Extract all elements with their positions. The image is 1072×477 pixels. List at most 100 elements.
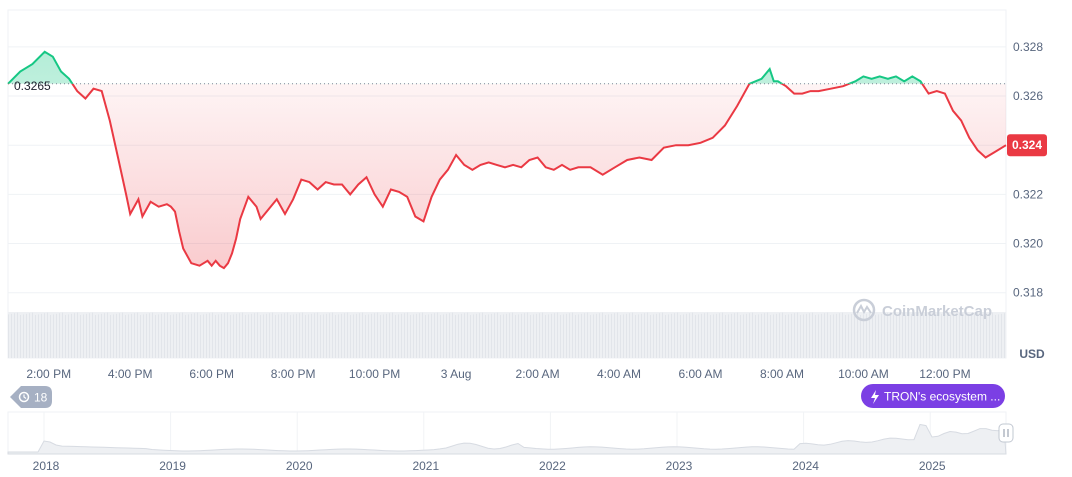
x-tick-label: 2:00 AM	[516, 367, 560, 381]
volume-bar	[734, 313, 735, 358]
volume-bar	[896, 313, 897, 358]
volume-bar	[488, 314, 489, 358]
volume-bar	[917, 312, 918, 358]
volume-bar	[167, 312, 168, 358]
volume-bar	[992, 312, 993, 358]
volume-bar	[77, 312, 78, 358]
volume-bar	[542, 312, 543, 358]
volume-bar	[740, 315, 741, 358]
volume-bar	[308, 314, 309, 358]
volume-bar	[935, 315, 936, 358]
volume-bar	[41, 313, 42, 358]
volume-bar	[302, 312, 303, 358]
volume-bar	[329, 313, 330, 358]
volume-bar	[404, 313, 405, 358]
volume-bar	[539, 313, 540, 358]
volume-bar	[83, 314, 84, 358]
history-badge[interactable]: 18	[10, 386, 52, 408]
volume-bar	[626, 313, 627, 358]
volume-bar	[59, 313, 60, 358]
volume-bar	[665, 315, 666, 358]
volume-bar	[248, 314, 249, 358]
volume-bar	[296, 313, 297, 358]
volume-bar	[17, 312, 18, 358]
volume-bar	[782, 312, 783, 358]
volume-bar	[971, 313, 972, 358]
event-pill-label: TRON's ecosystem ...	[884, 390, 1000, 404]
volume-bar	[533, 314, 534, 358]
volume-bar	[497, 312, 498, 358]
volume-bar	[557, 312, 558, 358]
volume-bar	[938, 314, 939, 358]
volume-bar	[476, 313, 477, 358]
volume-bar	[818, 314, 819, 358]
volume-bar	[695, 315, 696, 358]
volume-bar	[947, 312, 948, 358]
volume-bar	[95, 315, 96, 358]
volume-bar	[659, 313, 660, 358]
volume-bar	[200, 315, 201, 358]
current-price-value: 0.324	[1012, 138, 1042, 152]
volume-bar	[962, 312, 963, 358]
navigator-handle[interactable]	[998, 423, 1014, 443]
event-pill[interactable]: TRON's ecosystem ...	[861, 384, 1005, 408]
navigator-year-label: 2018	[33, 459, 60, 473]
volume-bar	[878, 314, 879, 358]
volume-bar	[263, 314, 264, 358]
volume-bar	[1004, 313, 1005, 358]
y-tick-label: 0.322	[1013, 187, 1043, 201]
reference-price-label: 0.3265	[14, 79, 51, 93]
y-tick-label: 0.320	[1013, 237, 1043, 251]
volume-bar	[101, 313, 102, 358]
volume-bar	[152, 312, 153, 358]
volume-bar	[614, 313, 615, 358]
volume-bar	[350, 315, 351, 358]
volume-bar	[161, 313, 162, 358]
volume-bar	[71, 313, 72, 358]
volume-bar	[197, 312, 198, 358]
volume-bar	[266, 313, 267, 358]
volume-bar	[965, 315, 966, 358]
history-icon	[18, 391, 30, 403]
volume-bar	[617, 312, 618, 358]
navigator-year-label: 2023	[666, 459, 693, 473]
current-price-badge: 0.324	[1007, 134, 1047, 157]
volume-bar	[461, 313, 462, 358]
volume-bar	[467, 312, 468, 358]
x-tick-label: 2:00 PM	[26, 367, 71, 381]
volume-bar	[716, 313, 717, 358]
volume-bar	[449, 313, 450, 358]
range-navigator[interactable]: 2018 2019 2020 2021 2022 2023 2024 2025	[7, 411, 1014, 473]
currency-label: USD	[1019, 347, 1045, 361]
volume-bar	[608, 314, 609, 358]
volume-bar	[89, 313, 90, 358]
navigator-year-label: 2020	[286, 459, 313, 473]
y-tick-label: 0.328	[1013, 40, 1043, 54]
volume-bar	[725, 315, 726, 358]
volume-bar	[932, 312, 933, 358]
x-axis: 2:00 PM 4:00 PM 6:00 PM 8:00 PM 10:00 PM 3 Au…	[26, 367, 970, 381]
volume-bar	[779, 313, 780, 358]
volume-bar	[563, 314, 564, 358]
volume-bar	[674, 313, 675, 358]
volume-bar	[155, 315, 156, 358]
navigator-years: 2018 2019 2020 2021 2022 2023 2024 2025	[33, 459, 946, 473]
volume-bar	[683, 314, 684, 358]
volume-bar	[869, 313, 870, 358]
volume-bar	[887, 312, 888, 358]
volume-bar	[482, 312, 483, 358]
volume-bar	[689, 313, 690, 358]
volume-bar	[923, 314, 924, 358]
volume-bar	[746, 313, 747, 358]
navigator-year-label: 2022	[539, 459, 566, 473]
volume-bar	[773, 314, 774, 358]
volume-bar	[395, 315, 396, 358]
volume-bar	[959, 313, 960, 358]
volume-bar	[35, 315, 36, 358]
volume-bar	[668, 314, 669, 358]
volume-bar	[509, 313, 510, 358]
volume-bar	[656, 313, 657, 358]
volume-bar	[149, 313, 150, 358]
volume-bar	[968, 314, 969, 358]
volume-bar	[611, 313, 612, 358]
